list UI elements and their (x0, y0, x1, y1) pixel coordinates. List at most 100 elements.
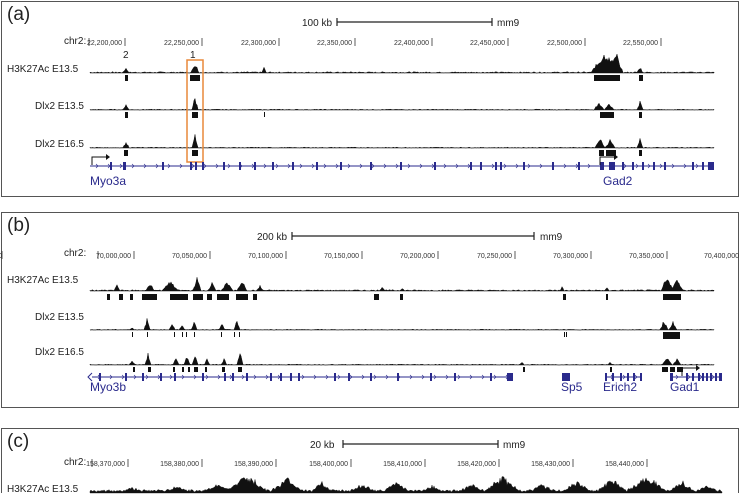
tick-label: 158,380,000 (160, 461, 199, 468)
exon-block (190, 162, 192, 170)
exon-block (500, 162, 502, 170)
genome-browser-panel-a: 100 kb mm9 chr2: 22,200,000 22,250,000 22,… (7, 18, 715, 188)
exon-block (202, 162, 204, 170)
strand-arrow (109, 374, 113, 380)
strand-arrow (455, 163, 459, 169)
exon-block (454, 373, 456, 381)
strand-arrow (277, 374, 281, 380)
tick-label: 70,250,000 (477, 253, 512, 260)
chrom-label: chr2: (64, 36, 86, 47)
strand-arrow (419, 163, 423, 169)
strand-arrow (610, 374, 614, 380)
exon-block (397, 373, 399, 381)
exon-block (670, 373, 673, 381)
peak-call-block (523, 367, 525, 372)
exon-block (633, 373, 635, 381)
strand-arrow (131, 163, 135, 169)
strand-arrow (205, 374, 209, 380)
peak-call-block (170, 294, 188, 300)
strand-arrow (157, 374, 161, 380)
peak-call-block (606, 294, 608, 300)
strand-arrow (443, 163, 447, 169)
signal-trace (89, 318, 715, 331)
chrom-label: chr2: (64, 457, 86, 468)
gene-label-myo3a: Myo3a (90, 174, 126, 188)
tick-label: 70,200,000 (400, 253, 435, 260)
strand-arrow (563, 163, 567, 169)
peak-number-2: 2 (123, 50, 129, 61)
tss-arrowhead (614, 154, 618, 160)
exon-block (223, 162, 225, 170)
peak-call-block (207, 294, 212, 300)
tss-arrow (681, 367, 696, 376)
strand-arrow (611, 163, 615, 169)
tick-label: 70,150,000 (324, 253, 359, 260)
strand-arrow (671, 163, 675, 169)
chrom-label: chr2: (64, 248, 86, 259)
strand-arrow (229, 374, 233, 380)
strand-arrow (301, 374, 305, 380)
peak-call-block (400, 294, 403, 300)
gene-label-sp5: Sp5 (561, 380, 583, 394)
exon-block (523, 162, 525, 170)
strand-arrow (515, 163, 519, 169)
exon-block (495, 162, 497, 170)
exon-block (246, 373, 248, 381)
exon-block (195, 162, 197, 170)
strand-arrow (325, 374, 329, 380)
strand-arrow (265, 374, 269, 380)
strand-arrow (635, 163, 639, 169)
track-label-h3k27ac: H3K27Ac E13.5 (7, 275, 79, 286)
tick-label: 70,100,000 (248, 253, 283, 260)
exon-block (562, 373, 570, 381)
strand-arrow (323, 163, 327, 169)
tick-label: 70,400,000 (704, 253, 739, 260)
strand-arrow (143, 163, 147, 169)
exon-block (702, 373, 704, 381)
peak-call-block (600, 112, 614, 118)
tick-label: 158,390,000 (234, 461, 273, 468)
strand-arrow (383, 163, 387, 169)
peak-call-block (192, 150, 198, 156)
exon-block (348, 373, 350, 381)
strand-arrow (623, 163, 627, 169)
strand-arrow (203, 163, 207, 169)
peak-call-block (238, 367, 242, 372)
track-label-dlx2-e13: Dlx2 E13.5 (35, 101, 84, 112)
strand-arrow (179, 163, 183, 169)
strand-arrow (299, 163, 303, 169)
exon-block (334, 373, 336, 381)
strand-arrow (181, 374, 185, 380)
exon-block (686, 373, 688, 381)
tick-label: 22,550,000 (623, 40, 658, 47)
strand-arrow (347, 163, 351, 169)
peak-call-block (599, 150, 604, 156)
strand-arrow (707, 163, 711, 169)
track-label-dlx2-e16: Dlx2 E16.5 (35, 347, 84, 358)
exon-block (202, 373, 204, 381)
strand-arrow (191, 163, 195, 169)
strand-arrow (227, 163, 231, 169)
peak-call-block (205, 367, 207, 372)
peak-call-block (193, 294, 203, 300)
exon-block (292, 162, 294, 170)
peak-call-block (190, 75, 200, 81)
tick-label: 70,050,000 (172, 253, 207, 260)
peak-call-block (670, 367, 675, 372)
tick-label: 158,370,000 (86, 461, 125, 468)
strand-arrow (683, 163, 687, 169)
signal-trace (89, 277, 715, 292)
exon-block (692, 373, 694, 381)
strand-arrow (469, 374, 473, 380)
strand-arrow (373, 374, 377, 380)
scale-bar-label: 20 kb (310, 440, 335, 451)
exon-block (160, 373, 162, 381)
signal-trace (89, 53, 715, 74)
peak-call-block (606, 150, 616, 156)
tick-label: 22,450,000 (470, 40, 505, 47)
tss-arrow (91, 156, 106, 165)
strand-arrow (659, 163, 663, 169)
strand-arrow (622, 374, 626, 380)
strand-arrow (711, 374, 715, 380)
assembly-label: mm9 (503, 440, 526, 451)
